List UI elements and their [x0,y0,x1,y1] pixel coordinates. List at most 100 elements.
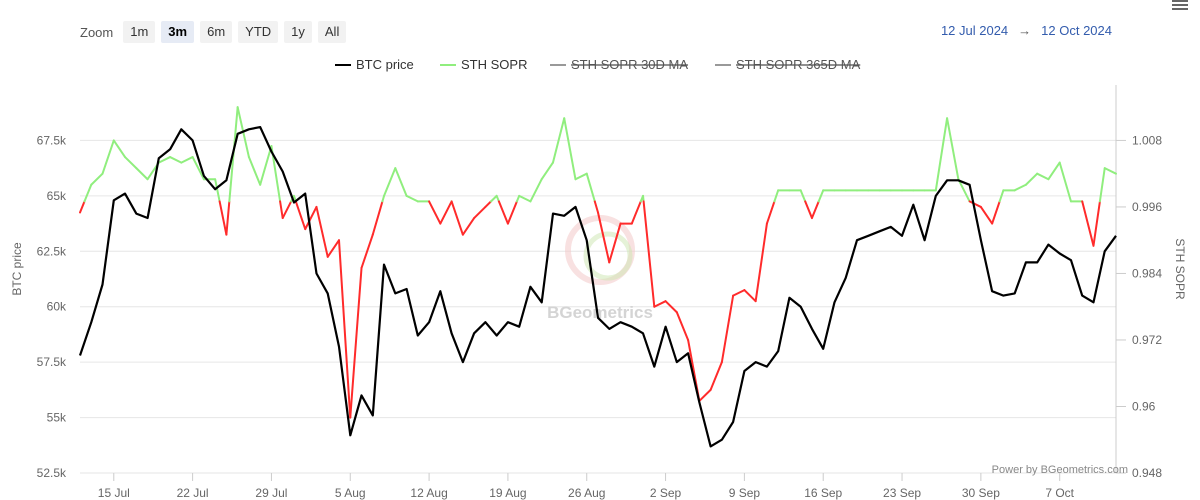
sth-sopr-segment [191,156,205,181]
sth-sopr-segment [124,156,138,170]
y-left-tick-label: 55k [47,411,67,425]
sth-sopr-segment [506,200,518,225]
sth-sopr-segment [281,200,293,220]
zoom-6m-button[interactable]: 6m [200,21,233,43]
zoom-toolbar: Zoom 1m 3m 6m YTD 1y All [80,20,347,44]
x-tick-label: 2 Sep [650,486,682,500]
sth-sopr-segment [518,194,532,203]
y-right-tick-label: 0.984 [1132,266,1162,280]
sth-sopr-segment [1092,200,1101,247]
sth-sopr-segment [383,167,397,197]
sth-sopr-segment [349,266,363,419]
sth-sopr-segment [720,294,735,364]
y-right-tick-label: 0.96 [1132,399,1156,413]
x-tick-label: 5 Aug [335,486,366,500]
zoom-all-button[interactable]: All [317,21,347,43]
range-to-input[interactable]: 12 Oct 2024 [1041,23,1112,38]
y-right-axis-title: STH SOPR [1173,238,1187,300]
sth-sopr-segment [490,194,498,203]
menu-icon[interactable] [1172,0,1188,10]
sth-sopr-segment [1058,161,1072,203]
zoom-1y-button[interactable]: 1y [284,21,312,43]
sth-sopr-segment [754,222,768,303]
sth-sopr-segment [529,178,543,203]
sth-sopr-segment [1081,200,1095,247]
range-from-input[interactable]: 12 Jul 2024 [940,23,1009,38]
sth-sopr-segment [597,211,611,264]
sth-sopr-segment [135,167,149,181]
sth-sopr-segment [326,239,340,258]
sth-sopr-segment [540,161,554,181]
sth-sopr-segment [957,178,971,203]
zoom-ytd-button[interactable]: YTD [238,21,279,43]
y-left-tick-label: 52.5k [37,466,67,480]
sth-sopr-segment [79,200,86,214]
sth-sopr-segment [83,183,93,203]
sth-sopr-segment [218,200,228,236]
sth-sopr-segment [810,200,820,220]
x-tick-label: 29 Jul [255,486,287,500]
x-tick-label: 15 Jul [98,486,130,500]
sth-sopr-segment [675,311,690,341]
sth-sopr-segment [817,189,825,203]
sth-sopr-segment [214,178,221,203]
sth-sopr-segment [934,117,949,192]
sth-sopr-segment [247,156,262,186]
zoom-3m-button[interactable]: 3m [161,21,195,43]
zoom-label: Zoom [80,24,114,40]
y-left-tick-label: 57.5k [37,355,67,369]
range-arrow: → [1018,23,1032,38]
sth-sopr-segment [998,189,1005,203]
sth-sopr-segment [979,205,994,225]
y-left-tick-label: 67.5k [37,133,67,147]
sth-sopr-segment [608,222,622,264]
sth-sopr-segment [294,200,307,231]
sth-sopr-segment [664,300,678,314]
legend-item: STH SOPR 30D MA [571,57,688,72]
sth-sopr-segment [360,233,374,269]
y-right-tick-label: 0.948 [1132,466,1162,480]
legend-item: STH SOPR 365D MA [736,57,861,72]
y-right-tick-label: 1.008 [1132,133,1162,147]
credits-text: Power by BGeometrics.com [992,464,1128,476]
sth-sopr-segment [991,200,1001,225]
sth-sopr-segment [428,200,442,225]
sth-sopr-segment [279,200,284,220]
sth-sopr-segment [405,194,419,203]
sth-sopr-segment [439,200,453,225]
sth-sopr-segment [593,200,599,214]
sth-sopr-segment [1024,172,1039,186]
sth-sopr-segment [1098,167,1106,203]
x-tick-label: 19 Aug [489,486,526,500]
sth-sopr-segment [653,300,667,308]
sth-sopr-segment [304,205,318,231]
sth-sopr-segment [1103,167,1117,175]
sth-sopr-segment [574,172,588,181]
sth-sopr-segment [169,156,183,164]
x-tick-label: 30 Sep [962,486,1000,500]
date-range: 12 Jul 2024 → 12 Oct 2024 [941,23,1112,38]
sth-sopr-segment [946,117,960,181]
sth-sopr-segment [563,117,577,181]
zoom-1m-button[interactable]: 1m [123,21,156,43]
sth-sopr-segment [799,189,807,203]
watermark-text: BGeometrics [547,303,653,322]
sth-sopr-segment [765,200,776,225]
x-tick-label: 26 Aug [568,486,605,500]
sth-sopr-segment [225,200,231,236]
x-tick-label: 12 Aug [410,486,447,500]
sth-sopr-segment [773,189,780,203]
sth-sopr-segment [101,139,115,175]
x-tick-label: 9 Sep [729,486,761,500]
btc-price-line [78,125,1117,448]
sth-sopr-segment [180,156,194,164]
sth-sopr-segment [497,200,509,225]
sth-sopr-segment [743,289,757,303]
sth-sopr-segment [461,217,476,236]
sth-sopr-segment [90,172,104,186]
sth-sopr-segment [450,200,464,236]
sth-sopr-segment [585,172,596,203]
sth-sopr-segment [315,205,329,258]
x-tick-label: 23 Sep [883,486,921,500]
